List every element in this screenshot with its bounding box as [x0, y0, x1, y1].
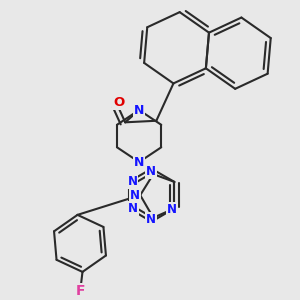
Text: N: N: [134, 156, 144, 169]
Text: N: N: [128, 202, 138, 215]
Text: N: N: [130, 189, 140, 202]
Text: N: N: [167, 203, 177, 216]
Text: N: N: [128, 176, 137, 188]
Text: N: N: [146, 213, 156, 226]
Text: N: N: [134, 103, 144, 116]
Text: N: N: [146, 165, 156, 178]
Text: O: O: [113, 96, 124, 109]
Text: F: F: [76, 284, 86, 298]
